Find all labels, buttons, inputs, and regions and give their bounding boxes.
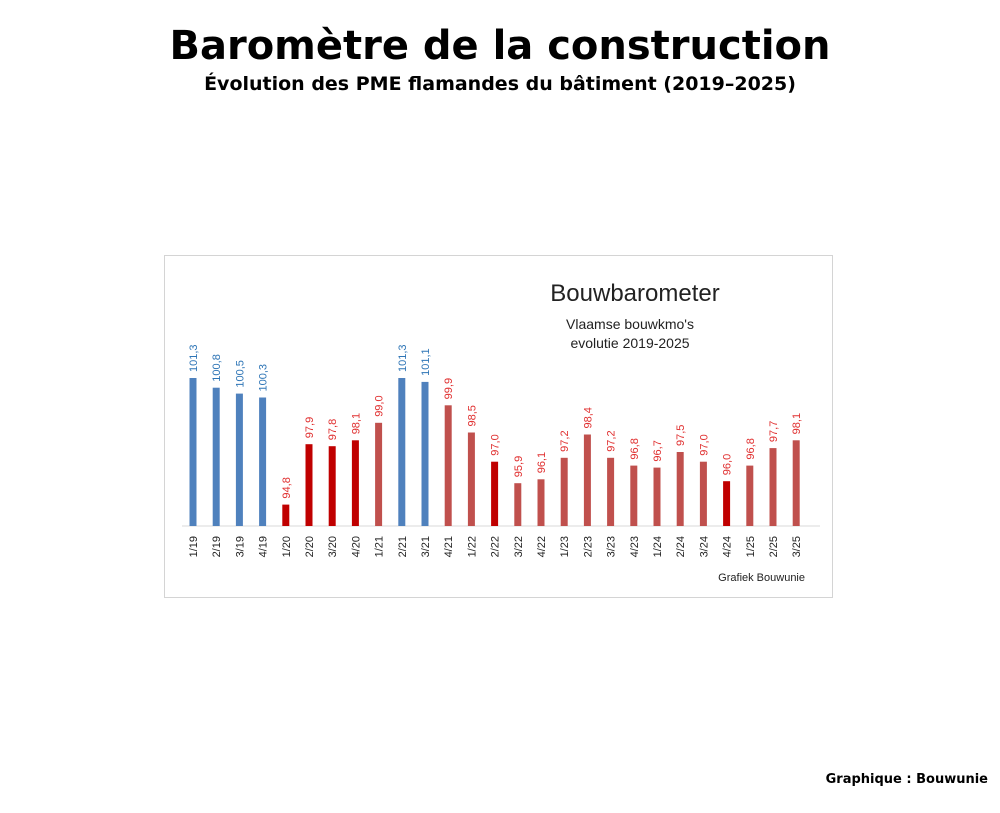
- chart-subtitle-line-2: evolutie 2019-2025: [570, 335, 689, 351]
- value-label-2/24: 97,5: [675, 425, 687, 446]
- tick-label-3/23: 3/23: [606, 536, 618, 557]
- bar-3/23: [607, 457, 615, 526]
- tick-label-2/21: 2/21: [397, 536, 409, 557]
- tick-label-4/19: 4/19: [258, 536, 270, 557]
- value-label-1/22: 98,5: [466, 405, 478, 426]
- bar-1/25: [746, 465, 754, 526]
- tick-label-2/20: 2/20: [304, 536, 316, 557]
- tick-label-3/25: 3/25: [791, 536, 803, 557]
- value-label-2/22: 97,0: [490, 434, 502, 455]
- value-label-2/20: 97,9: [304, 417, 316, 438]
- value-label-2/23: 98,4: [582, 407, 594, 428]
- bar-2/22: [491, 461, 499, 526]
- tick-label-4/24: 4/24: [722, 536, 734, 557]
- page-credit: Graphique : Bouwunie: [825, 772, 988, 787]
- bar-2/24: [676, 452, 684, 526]
- page-title: Baromètre de la construction: [169, 23, 831, 69]
- tick-label-3/20: 3/20: [327, 536, 339, 557]
- tick-label-1/20: 1/20: [281, 536, 293, 557]
- tick-label-2/22: 2/22: [490, 536, 502, 557]
- bar-3/22: [514, 483, 522, 526]
- value-label-4/23: 96,8: [629, 438, 641, 459]
- tick-label-1/22: 1/22: [466, 536, 478, 557]
- bar-1/21: [375, 422, 383, 526]
- bar-4/20: [351, 440, 359, 526]
- value-label-2/21: 101,3: [397, 344, 409, 372]
- value-label-2/25: 97,7: [768, 421, 780, 442]
- tick-label-4/20: 4/20: [350, 536, 362, 557]
- tick-label-2/25: 2/25: [768, 536, 780, 557]
- bar-4/24: [723, 481, 731, 526]
- value-label-4/24: 96,0: [722, 454, 734, 475]
- chart-subtitle-line-1: Vlaamse bouwkmo's: [566, 316, 694, 332]
- value-label-1/24: 96,7: [652, 440, 664, 461]
- bar-1/19: [189, 378, 197, 526]
- tick-label-4/22: 4/22: [536, 536, 548, 557]
- tick-label-2/23: 2/23: [582, 536, 594, 557]
- bar-2/20: [305, 444, 313, 526]
- value-label-1/21: 99,0: [374, 395, 386, 416]
- tick-label-3/19: 3/19: [234, 536, 246, 557]
- bar-3/21: [421, 381, 429, 526]
- bar-1/23: [560, 457, 568, 526]
- tick-label-1/19: 1/19: [188, 536, 200, 557]
- bar-1/22: [467, 432, 475, 526]
- value-label-4/19: 100,3: [258, 364, 270, 392]
- value-label-3/22: 95,9: [513, 456, 525, 477]
- bar-3/25: [792, 440, 800, 526]
- bar-2/21: [398, 378, 406, 526]
- tick-label-1/23: 1/23: [559, 536, 571, 557]
- bar-2/25: [769, 448, 777, 526]
- tick-label-1/21: 1/21: [374, 536, 386, 557]
- bar-4/19: [259, 397, 267, 526]
- value-label-3/20: 97,8: [327, 419, 339, 440]
- bar-3/24: [699, 461, 707, 526]
- tick-label-1/25: 1/25: [745, 536, 757, 557]
- bar-chart: Bouwbarometer Vlaamse bouwkmo's evolutie…: [182, 280, 820, 584]
- bar-3/19: [235, 393, 243, 526]
- bar-2/23: [583, 434, 591, 526]
- value-label-1/23: 97,2: [559, 430, 571, 451]
- value-label-4/21: 99,9: [443, 378, 455, 399]
- bar-2/19: [212, 387, 220, 526]
- value-label-3/25: 98,1: [791, 413, 803, 434]
- bar-1/20: [282, 504, 290, 526]
- page-subtitle: Évolution des PME flamandes du bâtiment …: [204, 73, 796, 95]
- tick-labels-group: 1/19 2/19 3/19 4/19 1/20 2/20 3/20 4/20 1/21 2/21…: [188, 536, 803, 557]
- tick-label-1/24: 1/24: [652, 536, 664, 557]
- bar-1/24: [653, 467, 661, 526]
- tick-label-4/21: 4/21: [443, 536, 455, 557]
- value-label-1/20: 94,8: [281, 477, 293, 498]
- chart-frame: Bouwbarometer Vlaamse bouwkmo's evolutie…: [164, 255, 833, 598]
- bar-4/22: [537, 479, 545, 526]
- chart-source: Grafiek Bouwunie: [718, 572, 805, 584]
- value-label-3/21: 101,1: [420, 348, 432, 376]
- tick-label-3/21: 3/21: [420, 536, 432, 557]
- tick-label-2/19: 2/19: [211, 536, 223, 557]
- tick-label-3/22: 3/22: [513, 536, 525, 557]
- value-label-3/23: 97,2: [606, 430, 618, 451]
- value-label-3/19: 100,5: [234, 360, 246, 388]
- value-label-3/24: 97,0: [698, 434, 710, 455]
- bars-group: [189, 378, 800, 526]
- tick-label-3/24: 3/24: [698, 536, 710, 557]
- bar-3/20: [328, 446, 336, 526]
- value-label-2/19: 100,8: [211, 354, 223, 382]
- value-label-1/19: 101,3: [188, 344, 200, 372]
- value-label-4/20: 98,1: [350, 413, 362, 434]
- value-label-4/22: 96,1: [536, 452, 548, 473]
- tick-label-4/23: 4/23: [629, 536, 641, 557]
- tick-label-2/24: 2/24: [675, 536, 687, 557]
- value-labels-group: 101,3 100,8 100,5 100,3 94,8 97,9 97,8 98,1 99,0…: [188, 344, 803, 498]
- bar-4/23: [630, 465, 638, 526]
- bar-4/21: [444, 405, 452, 526]
- chart-title: Bouwbarometer: [550, 280, 719, 307]
- value-label-1/25: 96,8: [745, 438, 757, 459]
